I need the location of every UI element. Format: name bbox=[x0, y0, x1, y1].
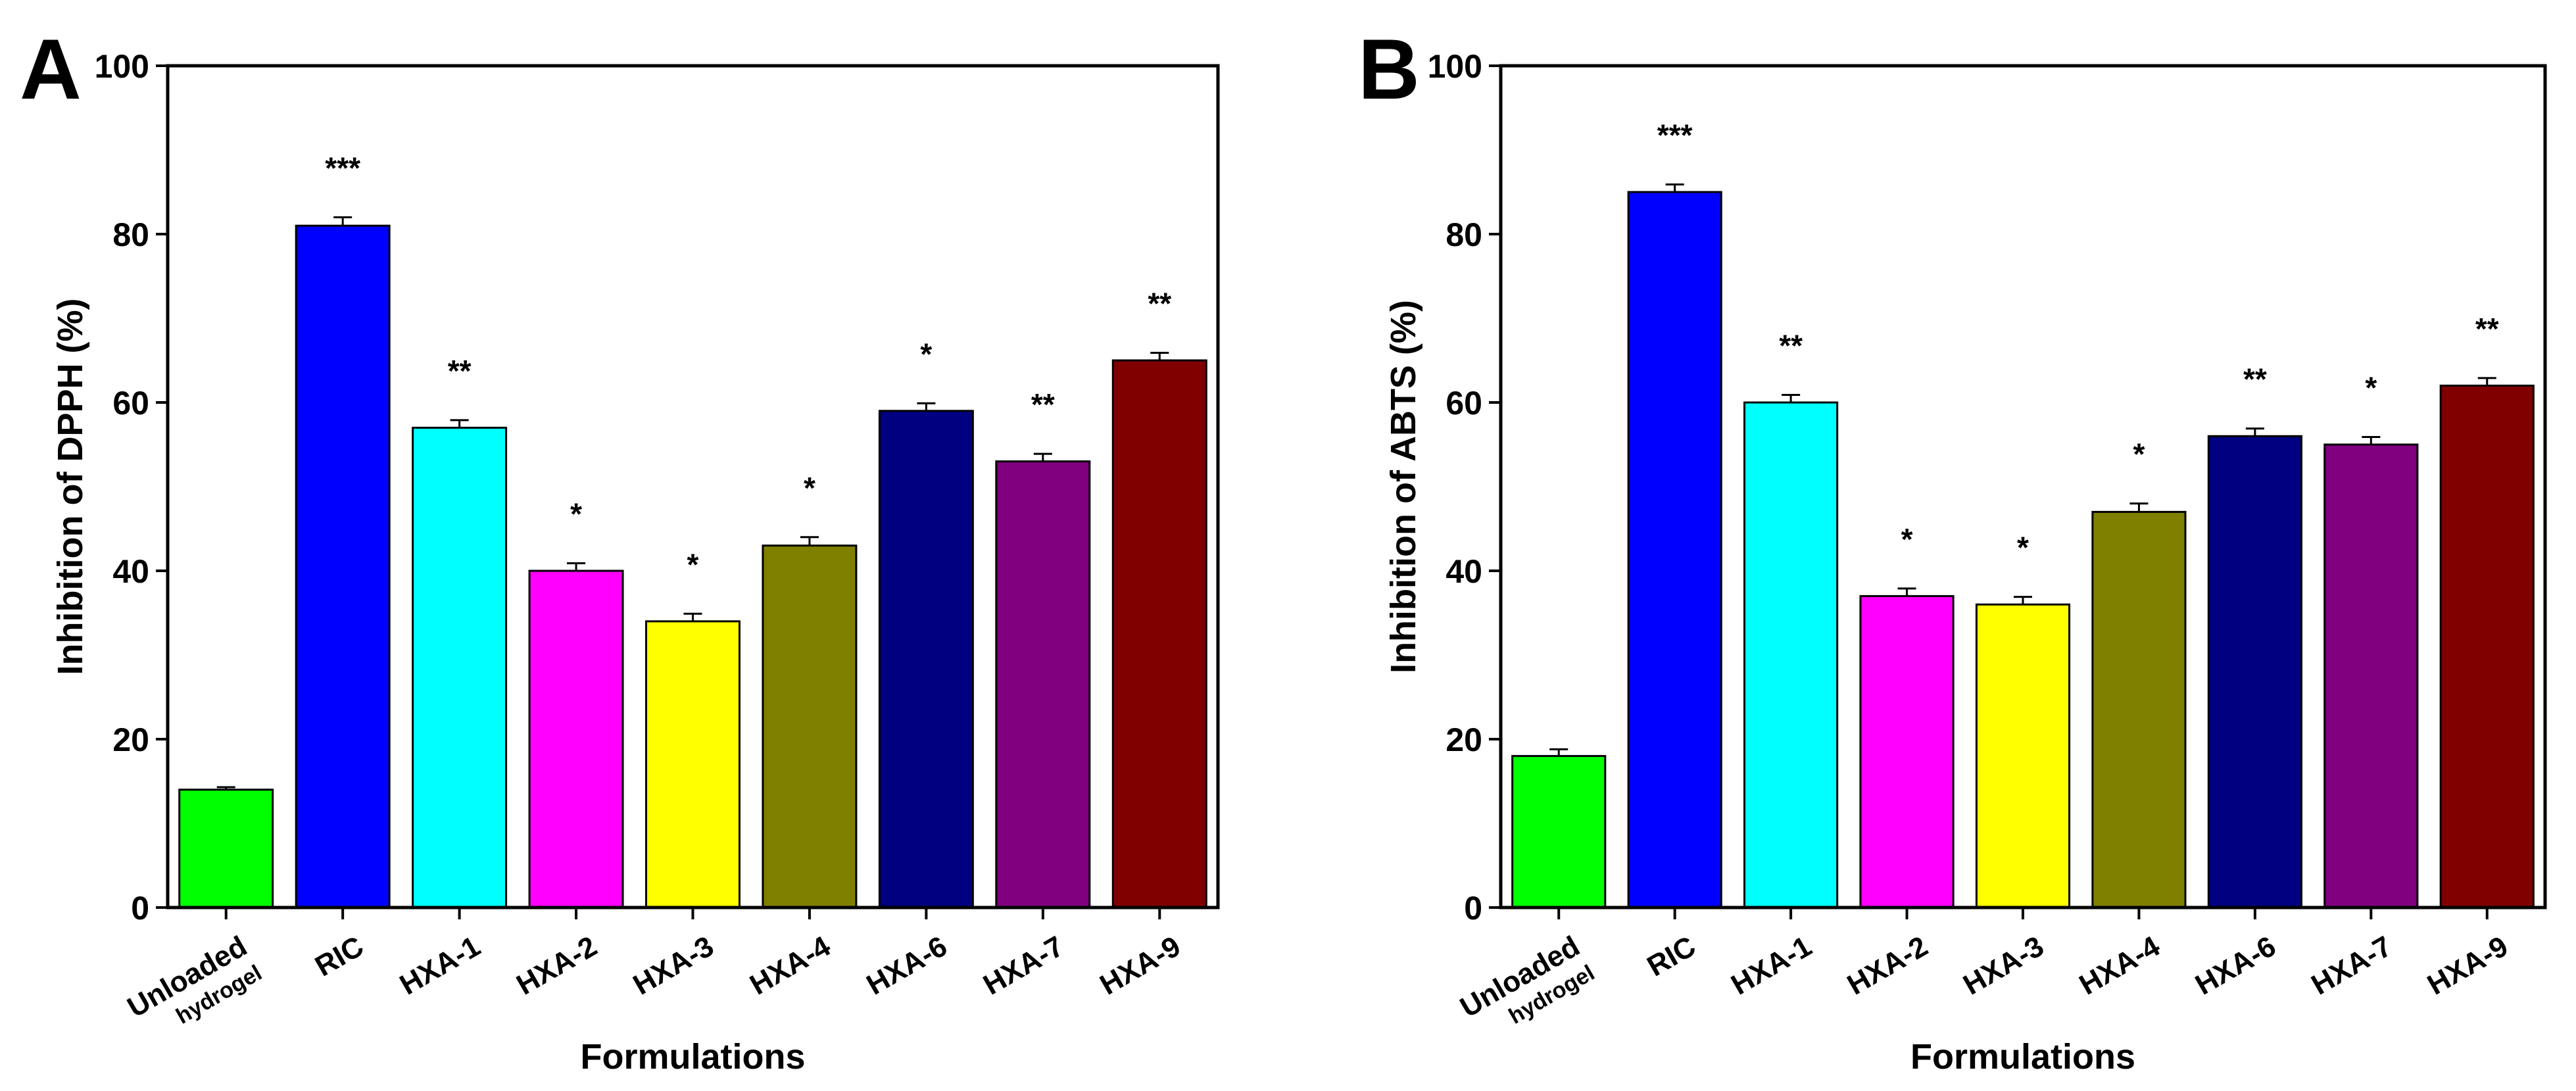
x-tick-label: HXA-3 bbox=[1958, 930, 2049, 1001]
x-tick-label: HXA-7 bbox=[978, 930, 1069, 1001]
x-tick-label: HXA-6 bbox=[862, 930, 953, 1001]
x-tick-label: HXA-4 bbox=[744, 930, 836, 1002]
bar-hxa-3 bbox=[1975, 603, 2071, 909]
bar-ric bbox=[1627, 191, 1722, 909]
significance-label: *** bbox=[1657, 118, 1693, 152]
x-tick-label: HXA-9 bbox=[1094, 930, 1186, 1001]
bar-unloaded-hydrogel bbox=[178, 788, 274, 909]
y-tick-label: 80 bbox=[1446, 216, 1482, 253]
bar-hxa-1 bbox=[1743, 401, 1839, 909]
bar-hxa-2 bbox=[1859, 594, 1955, 909]
significance-label: ** bbox=[1031, 387, 1055, 422]
bar-hxa-6 bbox=[2207, 435, 2302, 909]
bar-hxa-9 bbox=[1111, 359, 1207, 909]
significance-label: ** bbox=[448, 354, 472, 388]
significance-label: * bbox=[920, 337, 932, 371]
x-tick-label: HXA-7 bbox=[2306, 930, 2397, 1001]
bar-hxa-9 bbox=[2439, 384, 2535, 909]
panel-b: B****** **** ***020406080100Unloadedhydrog… bbox=[1358, 21, 2547, 1077]
bar-hxa-4 bbox=[2091, 510, 2187, 909]
bar-hxa-6 bbox=[878, 410, 974, 909]
x-tick-label: HXA-1 bbox=[1726, 930, 1817, 1001]
y-tick-label: 60 bbox=[112, 385, 149, 422]
significance-label: * bbox=[804, 471, 815, 505]
bar-ric bbox=[295, 224, 391, 909]
significance-label: * bbox=[570, 497, 582, 531]
significance-label: ** bbox=[2243, 362, 2267, 397]
panel-label: B bbox=[1358, 21, 1420, 117]
significance-label: * bbox=[2365, 370, 2377, 404]
x-axis-title: Formulations bbox=[1910, 1037, 2135, 1077]
significance-label: * bbox=[687, 547, 699, 581]
bar-hxa-2 bbox=[528, 570, 624, 909]
significance-label: *** bbox=[325, 151, 360, 185]
y-axis-title: Inhibition of DPPH (%) bbox=[51, 299, 90, 675]
y-tick-label: 40 bbox=[112, 553, 149, 590]
significance-label: ** bbox=[1148, 286, 1171, 320]
y-axis-title: Inhibition of ABTS (%) bbox=[1384, 300, 1423, 673]
x-tick-label: HXA-6 bbox=[2190, 930, 2281, 1001]
y-tick-label: 20 bbox=[112, 721, 149, 758]
y-tick-label: 60 bbox=[1446, 385, 1482, 422]
x-tick-label: HXA-9 bbox=[2422, 930, 2514, 1001]
bar-hxa-7 bbox=[995, 460, 1091, 909]
panel-a: A*************020406080100Unloadedhydrog… bbox=[20, 21, 1220, 1077]
y-tick-label: 0 bbox=[131, 890, 149, 927]
bar-unloaded-hydrogel bbox=[1511, 755, 1607, 909]
panel-label: A bbox=[20, 21, 82, 117]
x-tick-label: RIC bbox=[310, 930, 369, 982]
bar-hxa-3 bbox=[645, 620, 741, 909]
x-tick-label: RIC bbox=[1642, 930, 1701, 982]
x-tick-label: HXA-3 bbox=[628, 930, 719, 1001]
y-tick-label: 40 bbox=[1446, 553, 1482, 590]
significance-label: * bbox=[2017, 531, 2029, 565]
y-tick-label: 0 bbox=[1464, 890, 1482, 927]
bar-hxa-7 bbox=[2323, 443, 2419, 909]
x-tick-label: Unloadedhydrogel bbox=[1455, 930, 1599, 1048]
x-tick-label: HXA-2 bbox=[1842, 930, 1933, 1001]
x-tick-label: HXA-1 bbox=[395, 930, 486, 1001]
y-tick-label: 20 bbox=[1446, 721, 1482, 758]
x-tick-label: HXA-4 bbox=[2074, 930, 2166, 1002]
y-tick-label: 80 bbox=[112, 216, 149, 253]
significance-label: ** bbox=[1779, 328, 1803, 362]
significance-label: * bbox=[2133, 437, 2145, 472]
y-tick-label: 100 bbox=[95, 48, 149, 85]
x-tick-label: Unloadedhydrogel bbox=[122, 930, 266, 1048]
significance-label: ** bbox=[2475, 312, 2499, 346]
x-axis-title: Formulations bbox=[580, 1037, 805, 1077]
significance-label: * bbox=[1901, 522, 1913, 556]
bar-hxa-4 bbox=[762, 545, 858, 909]
x-tick-label: HXA-2 bbox=[511, 930, 602, 1001]
bar-hxa-1 bbox=[412, 426, 508, 909]
y-tick-label: 100 bbox=[1428, 48, 1482, 85]
